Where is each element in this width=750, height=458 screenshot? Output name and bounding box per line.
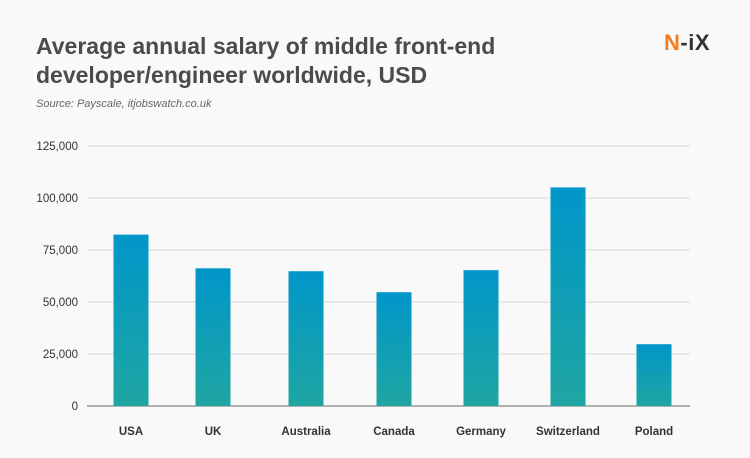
x-tick-label: USA bbox=[119, 426, 143, 438]
logo-n: N bbox=[664, 30, 681, 55]
y-tick-label: 0 bbox=[72, 401, 78, 413]
y-tick-label: 100,000 bbox=[36, 193, 78, 205]
x-tick-label: Canada bbox=[373, 426, 415, 438]
x-tick-label: Australia bbox=[281, 426, 331, 438]
y-tick-label: 125,000 bbox=[36, 141, 78, 153]
bar-australia bbox=[288, 271, 324, 406]
bar-uk bbox=[195, 268, 231, 406]
y-tick-label: 25,000 bbox=[43, 349, 78, 361]
chart-source: Source: Payscale, itjobswatch.co.uk bbox=[36, 98, 212, 110]
x-tick-label: UK bbox=[205, 426, 222, 438]
n-ix-logo: N-iX bbox=[664, 30, 710, 56]
bar-usa bbox=[113, 234, 149, 406]
bar-germany bbox=[463, 270, 499, 406]
y-tick-label: 50,000 bbox=[43, 297, 78, 309]
chart-title: Average annual salary of middle front-en… bbox=[36, 33, 496, 88]
logo-rest: -iX bbox=[680, 30, 711, 55]
x-tick-label: Poland bbox=[635, 426, 673, 438]
bar-switzerland bbox=[550, 187, 586, 406]
x-tick-label: Germany bbox=[456, 426, 506, 438]
y-tick-label: 75,000 bbox=[43, 245, 78, 257]
bar-canada bbox=[376, 292, 412, 406]
x-tick-label: Switzerland bbox=[536, 426, 600, 438]
bar-poland bbox=[636, 344, 672, 406]
